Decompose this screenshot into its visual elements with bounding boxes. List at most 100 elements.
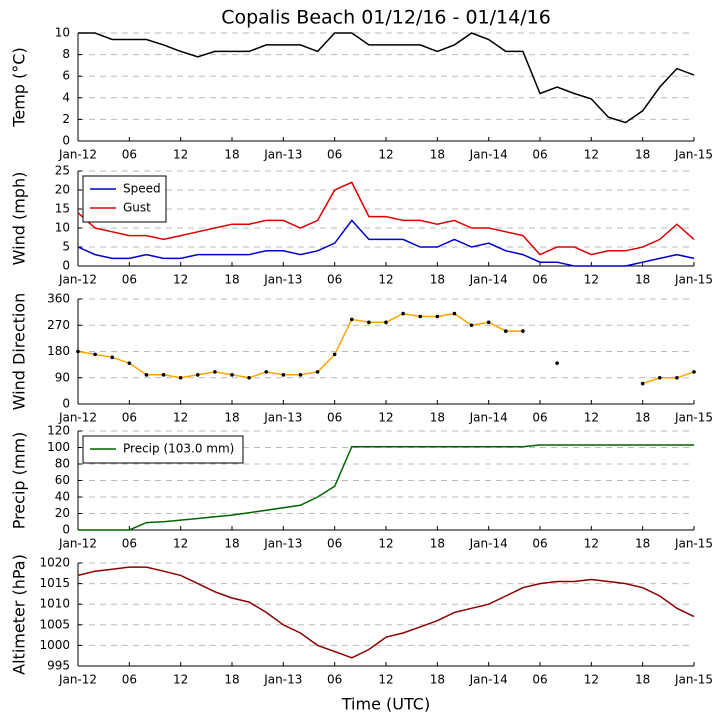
data-point: [384, 320, 388, 325]
data-point: [675, 375, 679, 380]
x-tick-label: 12: [378, 411, 393, 425]
data-line: [77, 181, 695, 256]
y-tick-label: 1020: [39, 556, 70, 570]
data-point: [281, 373, 286, 377]
x-tick-label: 12: [584, 673, 599, 687]
data-point: [144, 373, 149, 377]
legend-label: Gust: [123, 201, 151, 215]
y-tick-label: 80: [55, 457, 70, 471]
data-point: [349, 317, 354, 322]
data-line: [78, 32, 695, 124]
chart-title: Copalis Beach 01/12/16 - 01/14/16: [221, 7, 551, 29]
data-point: [127, 361, 132, 365]
data-point: [418, 314, 423, 319]
x-tick-label: Jan-15: [674, 537, 713, 551]
data-point: [230, 373, 234, 377]
x-tick-label: 18: [224, 148, 239, 162]
legend-label: Precip (103.0 mm): [123, 442, 234, 456]
x-tick-label: 06: [122, 148, 137, 162]
data-point: [435, 314, 440, 319]
y-tick-label: 1010: [39, 597, 70, 611]
y-tick-label: 20: [55, 506, 70, 520]
x-tick-label: 06: [122, 273, 137, 287]
y-tick-label: 0: [62, 134, 70, 148]
x-tick-label: 18: [635, 411, 650, 425]
y-tick-label: 4: [62, 90, 70, 104]
y-axis-label: Temp (°C): [10, 47, 29, 127]
data-line: [77, 219, 695, 267]
y-tick-label: 25: [55, 164, 70, 178]
x-tick-label: Jan-13: [263, 673, 302, 687]
data-point: [93, 352, 97, 357]
x-tick-label: Jan-13: [263, 411, 302, 425]
x-tick-label: 06: [327, 411, 342, 425]
y-tick-label: 10: [55, 221, 70, 235]
x-tick-label: 06: [122, 537, 137, 551]
data-point: [110, 355, 115, 360]
y-tick-label: 20: [55, 183, 70, 197]
data-point: [264, 370, 269, 374]
y-axis-label: Altimeter (hPa): [10, 554, 29, 675]
y-tick-label: 10: [55, 26, 70, 40]
x-axis-label: Time (UTC): [341, 695, 430, 714]
x-tick-label: Jan-12: [58, 273, 97, 287]
data-point: [640, 381, 645, 386]
x-tick-label: 12: [378, 537, 393, 551]
y-tick-label: 40: [55, 490, 70, 504]
x-tick-label: Jan-12: [58, 148, 97, 162]
x-tick-label: 12: [173, 673, 188, 687]
y-tick-label: 1015: [39, 576, 70, 590]
x-tick-label: Jan-15: [674, 148, 713, 162]
x-tick-label: 18: [635, 273, 650, 287]
data-line: [78, 444, 694, 531]
y-tick-label: 60: [55, 473, 70, 487]
data-point: [178, 375, 183, 380]
x-tick-label: Jan-14: [469, 411, 508, 425]
data-point: [195, 373, 200, 377]
x-tick-label: 12: [378, 273, 393, 287]
legend-label: Speed: [123, 182, 161, 196]
x-tick-label: 12: [173, 273, 188, 287]
data-point: [657, 375, 662, 380]
data-point: [503, 329, 508, 333]
x-tick-label: 06: [122, 411, 137, 425]
x-tick-label: 18: [430, 273, 445, 287]
y-axis-label: Precip (mm): [10, 432, 29, 530]
y-tick-label: 1005: [39, 617, 70, 631]
y-tick-label: 995: [47, 659, 70, 673]
y-tick-label: 120: [47, 424, 70, 438]
x-tick-label: Jan-12: [58, 411, 97, 425]
data-point: [315, 370, 320, 374]
data-point: [76, 349, 80, 354]
x-tick-label: 18: [635, 537, 650, 551]
data-point: [332, 352, 337, 357]
data-point: [555, 361, 559, 365]
x-tick-label: 12: [584, 411, 599, 425]
y-tick-label: 360: [47, 292, 70, 306]
x-tick-label: 18: [224, 411, 239, 425]
x-tick-label: 18: [635, 673, 650, 687]
x-tick-label: 18: [635, 148, 650, 162]
x-tick-label: Jan-13: [263, 537, 302, 551]
data-point: [367, 320, 371, 325]
data-point: [401, 311, 405, 316]
y-tick-label: 0: [62, 523, 70, 537]
data-point: [486, 320, 491, 325]
x-tick-label: 06: [532, 537, 547, 551]
y-tick-label: 0: [62, 259, 70, 273]
x-tick-label: Jan-13: [263, 148, 302, 162]
data-point: [298, 373, 303, 377]
data-point: [692, 370, 696, 374]
data-point: [161, 373, 166, 377]
y-tick-label: 8: [62, 47, 70, 61]
x-tick-label: 06: [122, 673, 137, 687]
x-tick-label: 12: [173, 148, 188, 162]
y-tick-label: 5: [62, 240, 70, 254]
x-tick-label: 18: [224, 273, 239, 287]
data-point: [469, 323, 474, 328]
x-tick-label: 06: [532, 673, 547, 687]
data-line: [77, 566, 695, 659]
x-tick-label: 12: [584, 148, 599, 162]
x-tick-label: 12: [378, 148, 393, 162]
x-tick-label: Jan-13: [263, 273, 302, 287]
